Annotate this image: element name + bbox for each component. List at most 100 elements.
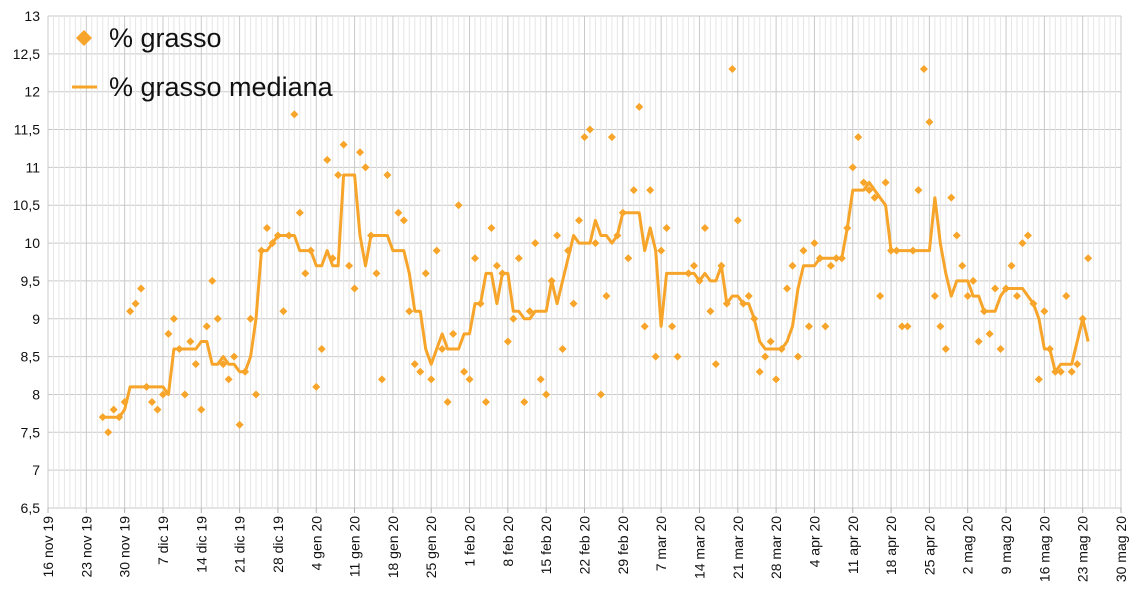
data-point <box>476 299 485 308</box>
data-point <box>471 254 480 263</box>
data-point <box>607 133 616 142</box>
data-point <box>569 299 578 308</box>
data-point <box>657 246 666 255</box>
y-tick-label: 7,5 <box>21 424 41 440</box>
data-point <box>646 186 655 195</box>
data-point <box>366 231 375 240</box>
data-point <box>394 208 403 217</box>
data-point <box>564 246 573 255</box>
data-point <box>788 261 797 270</box>
x-tick-label: 25 apr 20 <box>921 516 937 575</box>
data-point <box>958 261 967 270</box>
x-tick-label: 30 nov 19 <box>117 516 133 578</box>
data-point <box>158 390 167 399</box>
data-point <box>580 133 589 142</box>
data-point <box>1078 314 1087 323</box>
data-point <box>109 405 118 414</box>
data-point <box>815 254 824 263</box>
x-tick-label: 14 mar 20 <box>691 516 707 579</box>
y-tick-label: 12,5 <box>13 46 40 62</box>
data-point <box>761 352 770 361</box>
data-point <box>996 345 1005 354</box>
data-point <box>832 254 841 263</box>
data-point <box>553 231 562 240</box>
data-point <box>142 382 151 391</box>
x-tick-label: 25 gen 20 <box>423 516 439 578</box>
data-point <box>536 375 545 384</box>
data-point <box>356 148 365 157</box>
x-tick-label: 21 dic 19 <box>232 516 248 573</box>
data-point <box>689 261 698 270</box>
data-point <box>295 208 304 217</box>
data-point <box>137 284 146 293</box>
data-point <box>503 337 512 346</box>
data-point <box>695 276 704 285</box>
x-tick-label: 15 feb 20 <box>538 516 554 575</box>
data-point <box>870 193 879 202</box>
data-point <box>120 398 129 407</box>
data-point <box>717 261 726 270</box>
x-tick-label: 21 mar 20 <box>730 516 746 579</box>
data-point <box>421 269 430 278</box>
data-point <box>334 170 343 179</box>
data-point <box>903 322 912 331</box>
data-point <box>848 163 857 172</box>
scatter-series <box>98 64 1093 437</box>
y-tick-label: 9 <box>32 311 40 327</box>
data-point <box>722 299 731 308</box>
data-point <box>711 360 720 369</box>
y-tick-label: 10,5 <box>13 197 40 213</box>
data-point <box>383 170 392 179</box>
data-point <box>262 223 271 232</box>
data-point <box>432 246 441 255</box>
data-point <box>169 314 178 323</box>
data-point <box>1056 367 1065 376</box>
data-point <box>235 420 244 429</box>
data-point <box>416 367 425 376</box>
data-point <box>821 322 830 331</box>
data-point <box>115 413 124 422</box>
data-point <box>164 329 173 338</box>
y-tick-label: 11 <box>25 159 40 175</box>
data-point <box>783 284 792 293</box>
data-point <box>197 405 206 414</box>
data-point <box>284 231 293 240</box>
data-point <box>1002 284 1011 293</box>
data-point <box>804 322 813 331</box>
data-point <box>399 216 408 225</box>
data-point <box>826 261 835 270</box>
data-point <box>492 261 501 270</box>
x-axis-ticks: 16 nov 19 23 nov 19 30 nov 19 7 dic 19 14 di… <box>40 516 1129 582</box>
data-point <box>377 375 386 384</box>
data-point <box>629 186 638 195</box>
y-tick-label: 8 <box>32 386 40 402</box>
data-point <box>1018 239 1027 248</box>
data-point <box>914 186 923 195</box>
data-point <box>651 352 660 361</box>
data-point <box>104 428 113 437</box>
data-point <box>624 254 633 263</box>
legend-label-points: % grasso <box>109 23 222 53</box>
x-tick-label: 4 gen 20 <box>308 516 324 571</box>
data-point <box>1051 367 1060 376</box>
y-tick-label: 7 <box>32 462 40 478</box>
data-point <box>969 276 978 285</box>
x-tick-label: 16 mag 20 <box>1036 516 1052 582</box>
data-point <box>755 367 764 376</box>
data-point <box>191 360 200 369</box>
data-point <box>509 314 518 323</box>
data-point <box>777 345 786 354</box>
x-tick-label: 22 feb 20 <box>577 516 593 575</box>
data-point <box>306 246 315 255</box>
x-tick-label: 4 apr 20 <box>806 516 822 568</box>
data-point <box>766 337 775 346</box>
x-tick-label: 8 feb 20 <box>500 516 516 567</box>
data-point <box>1073 360 1082 369</box>
data-point <box>963 292 972 301</box>
data-point <box>241 367 250 376</box>
legend-label-median: % grasso mediana <box>109 72 334 102</box>
data-point <box>881 178 890 187</box>
x-tick-label: 23 nov 19 <box>78 516 94 578</box>
data-point <box>301 269 310 278</box>
